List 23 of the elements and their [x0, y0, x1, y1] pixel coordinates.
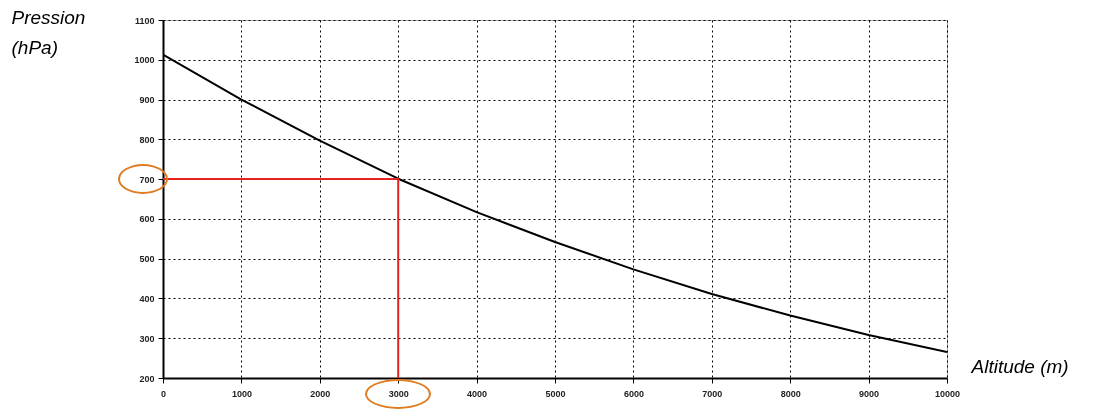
y-tick-label: 200	[139, 373, 155, 384]
x-tick-label: 8000	[780, 388, 801, 399]
x-tick-label: 3000	[388, 388, 409, 399]
y-tick-label: 1100	[134, 15, 155, 26]
y-tick-label: 700	[139, 174, 155, 185]
y-axis-title: Pression (hPa)	[11, 6, 86, 58]
x-tick-label: 6000	[623, 388, 644, 399]
y-tick-label: 900	[139, 95, 155, 106]
y-tick-label: 1000	[134, 55, 155, 66]
y-tick-label: 600	[139, 214, 155, 225]
y-tick-label: 300	[139, 333, 155, 344]
x-tick-label: 2000	[310, 388, 331, 399]
y-tick-label: 500	[139, 254, 155, 265]
x-tick-label: 9000	[859, 388, 880, 399]
x-tick-label: 5000	[545, 388, 566, 399]
x-tick-label: 10000	[934, 388, 961, 399]
y-tick-label: 400	[139, 293, 155, 304]
x-tick-label: 7000	[702, 388, 723, 399]
x-tick-label: 0	[160, 388, 167, 399]
y-tick-label: 800	[139, 134, 155, 145]
x-axis-title: Altitude (m)	[970, 355, 1069, 377]
x-tick-label: 4000	[467, 388, 488, 399]
x-tick-label: 1000	[231, 388, 252, 399]
